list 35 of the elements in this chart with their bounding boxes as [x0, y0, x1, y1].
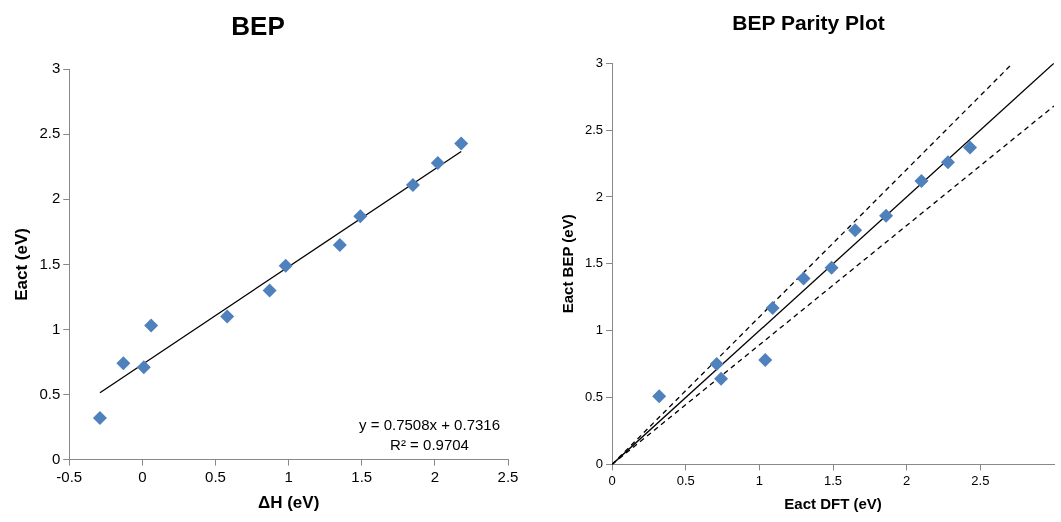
y-tick-label: 0.5 [584, 389, 604, 405]
x-tick-label: 0.5 [676, 472, 695, 488]
x-tick-label: -0.5 [56, 467, 83, 485]
chart-title: BEP Parity Plot [732, 11, 885, 35]
y-tick-label: 0.5 [39, 384, 61, 402]
x-tick-label: 2.5 [971, 472, 990, 488]
chart-title: BEP [231, 10, 285, 41]
y-axis-title: Eact BEP (eV) [559, 214, 577, 314]
y-tick-label: 1 [51, 319, 61, 337]
x-tick-label: 0.5 [205, 467, 226, 485]
x-tick-label: 1.5 [351, 467, 373, 485]
x-tick-label: 0 [608, 472, 616, 488]
y-tick-label: 3 [51, 59, 61, 77]
y-tick-label: 1 [595, 322, 604, 338]
y-tick-label: 0 [595, 455, 604, 471]
annotation: R² = 0.9704 [390, 435, 469, 453]
y-tick-label: 2.5 [584, 121, 604, 137]
y-tick-label: 0 [51, 449, 61, 467]
y-tick-label: 3 [595, 54, 604, 70]
x-tick-label: 2.5 [497, 467, 519, 485]
y-tick-label: 2 [595, 188, 604, 204]
x-tick-label: 0 [138, 467, 147, 485]
x-tick-label: 1 [755, 472, 763, 488]
x-tick-label: 1 [284, 467, 293, 485]
x-axis-title: Eact DFT (eV) [784, 495, 882, 513]
y-tick-label: 2.5 [39, 124, 61, 142]
x-tick-label: 2 [903, 472, 911, 488]
annotation: y = 0.7508x + 0.7316 [359, 415, 500, 433]
y-axis-title: Eact (eV) [11, 228, 31, 301]
y-tick-label: 1.5 [584, 255, 604, 271]
y-tick-label: 2 [51, 189, 61, 207]
x-tick-label: 1.5 [824, 472, 843, 488]
x-tick-label: 2 [430, 467, 440, 485]
y-tick-label: 1.5 [39, 254, 61, 272]
x-axis-title: ΔH (eV) [257, 493, 320, 513]
